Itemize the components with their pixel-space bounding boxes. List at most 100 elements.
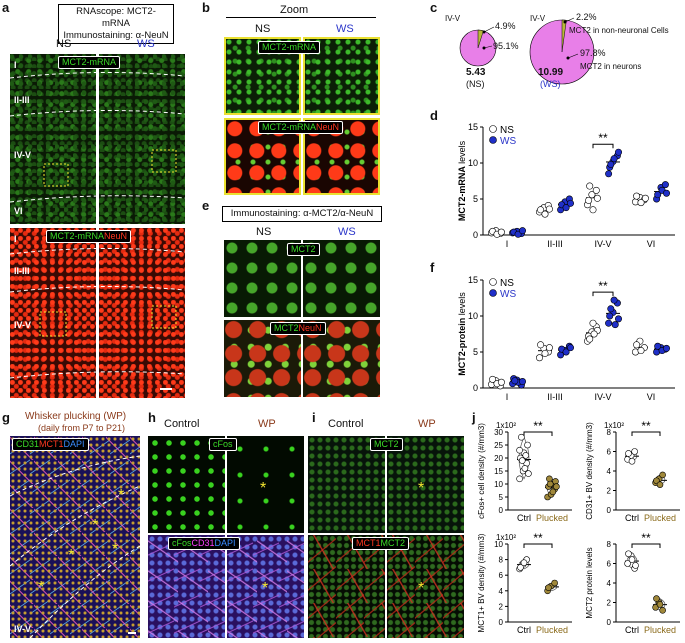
panel-b-bottom-tag-green: MCT2-mRNA [262, 122, 316, 132]
panel-g-layer: IV-V [14, 624, 32, 634]
significance-label: ** [533, 419, 543, 433]
data-point [633, 341, 641, 349]
panel-c-ns-layer: IV-V [445, 14, 461, 23]
panel-b-title: Zoom [280, 4, 309, 16]
data-point [586, 182, 594, 190]
panel-label-c: c [430, 0, 438, 15]
data-point [562, 204, 570, 212]
data-point [607, 305, 615, 313]
data-point [497, 378, 505, 386]
panel-a-title-box: RNAscope: MCT2-mRNA Immunostaining: α-Ne… [58, 4, 174, 44]
panel-c-ws-value: 10.99 [538, 67, 564, 78]
panel-e-title-box: Immunostaining: α-MCT2/α-NeuN [222, 206, 382, 222]
panel-b-bottom-tag: MCT2-mRNANeuN [258, 121, 344, 134]
y-tick-label: 0 [473, 383, 478, 393]
y-axis-label: cFos+ cell density (#/mm3) [477, 423, 486, 519]
panel-i-top-asterisk: * [418, 480, 425, 497]
panel-i-bottom-tag: MCT1MCT2 [352, 537, 409, 550]
x-tick-label: VI [647, 239, 656, 249]
significance-label: ** [598, 131, 608, 145]
panel-h-wp-cfos-image [227, 436, 304, 533]
y-tick-label: 8 [499, 556, 504, 565]
data-point [610, 296, 618, 304]
panel-g-tag-cd31: CD31 [16, 439, 40, 449]
svg-text:*: * [68, 547, 74, 564]
y-tick-label: 6 [607, 560, 612, 569]
panel-i-bottom-tag-mct1: MCT1 [356, 538, 381, 548]
data-point [593, 194, 601, 202]
legend-label: NS [500, 278, 514, 289]
x-tick-label: VI [647, 392, 656, 402]
panel-a-bottom-tag-green: MCT2-mRNA [50, 231, 104, 241]
data-point [588, 191, 596, 199]
data-point [656, 481, 664, 488]
panel-g-tag-mct1: MCT1 [39, 439, 64, 449]
data-point [551, 579, 558, 587]
panel-c-ws-group: (WS) [540, 79, 561, 89]
data-point [607, 160, 615, 168]
legend-label: WS [500, 136, 516, 147]
data-point [656, 601, 664, 608]
panel-b-top-tag: MCT2-mRNA [258, 41, 320, 54]
significance-bracket [631, 431, 661, 436]
y-tick-label: 15 [494, 467, 503, 476]
data-point [590, 330, 598, 338]
panel-c-ws-label-small: MCT2 in non-neuronal Cells [569, 26, 669, 35]
data-point [611, 321, 619, 329]
y-axis-label: MCT2-mRNA levels [457, 140, 467, 221]
panel-b-ws-label: WS [336, 23, 354, 35]
panel-g-title: Whisker plucking (WP) [25, 411, 127, 422]
data-point [521, 465, 529, 472]
panel-a-bottom-layer-lines [10, 247, 185, 390]
y-tick-label: 6 [499, 571, 504, 580]
panel-i-top-tag: MCT2 [370, 438, 403, 451]
x-tick-label: Ctrl [517, 513, 531, 523]
legend-label: NS [500, 125, 514, 136]
panel-a-ws-merge-image [99, 228, 185, 398]
data-point [615, 148, 623, 156]
data-point [541, 210, 549, 218]
panel-a-layer-3: IV-V [14, 150, 32, 160]
panel-a-layer-4: VI [14, 206, 23, 216]
data-point [545, 584, 552, 591]
x-tick-label: I [506, 239, 509, 249]
y-tick-label: 6 [607, 448, 612, 457]
panel-e-title: Immunostaining: α-MCT2/α-NeuN [230, 208, 374, 219]
significance-label: ** [641, 531, 651, 545]
y-label-rest: levels [457, 292, 467, 316]
panel-h-bottom-asterisk: * [262, 580, 269, 597]
panel-b-title-rule [226, 17, 376, 18]
panel-g-overlay: * * * * * [10, 455, 140, 638]
data-point [541, 349, 549, 357]
x-tick-label: Plucked [536, 625, 568, 635]
panel-i-control-merge-image [308, 535, 385, 638]
panel-i-control-mct2-image [308, 436, 385, 533]
data-point [545, 205, 553, 213]
panel-h-bottom-tag-cd31: CD31 [191, 538, 215, 548]
y-axis-label: MCT2-protein levels [457, 292, 467, 376]
panel-c-ws-layer: IV-V [530, 14, 546, 23]
data-point [522, 452, 530, 459]
panel-label-g: g [2, 410, 10, 425]
y-tick-label: 5 [473, 347, 478, 357]
data-point [661, 181, 669, 189]
legend-marker [489, 136, 497, 144]
panel-j-mct2-chart: 0 2 4 6 8 MCT2 protein levels Ctrl Plucked ** [585, 531, 680, 635]
y-tick-label: 10 [494, 540, 503, 549]
panel-h-control-cfos-image [148, 436, 225, 533]
panel-a-top-layer-lines [10, 71, 185, 203]
data-point [605, 170, 613, 178]
panel-i-wp-mct2-image [387, 436, 464, 533]
data-point [524, 441, 531, 449]
data-point [633, 192, 641, 200]
data-point [562, 348, 570, 356]
data-point [625, 550, 632, 558]
data-point [545, 344, 553, 352]
panel-b-bottom-tag-red: NeuN [316, 122, 340, 132]
panel-label-b: b [202, 0, 210, 15]
y-tick-label: 4 [499, 587, 504, 596]
data-point [628, 556, 636, 563]
